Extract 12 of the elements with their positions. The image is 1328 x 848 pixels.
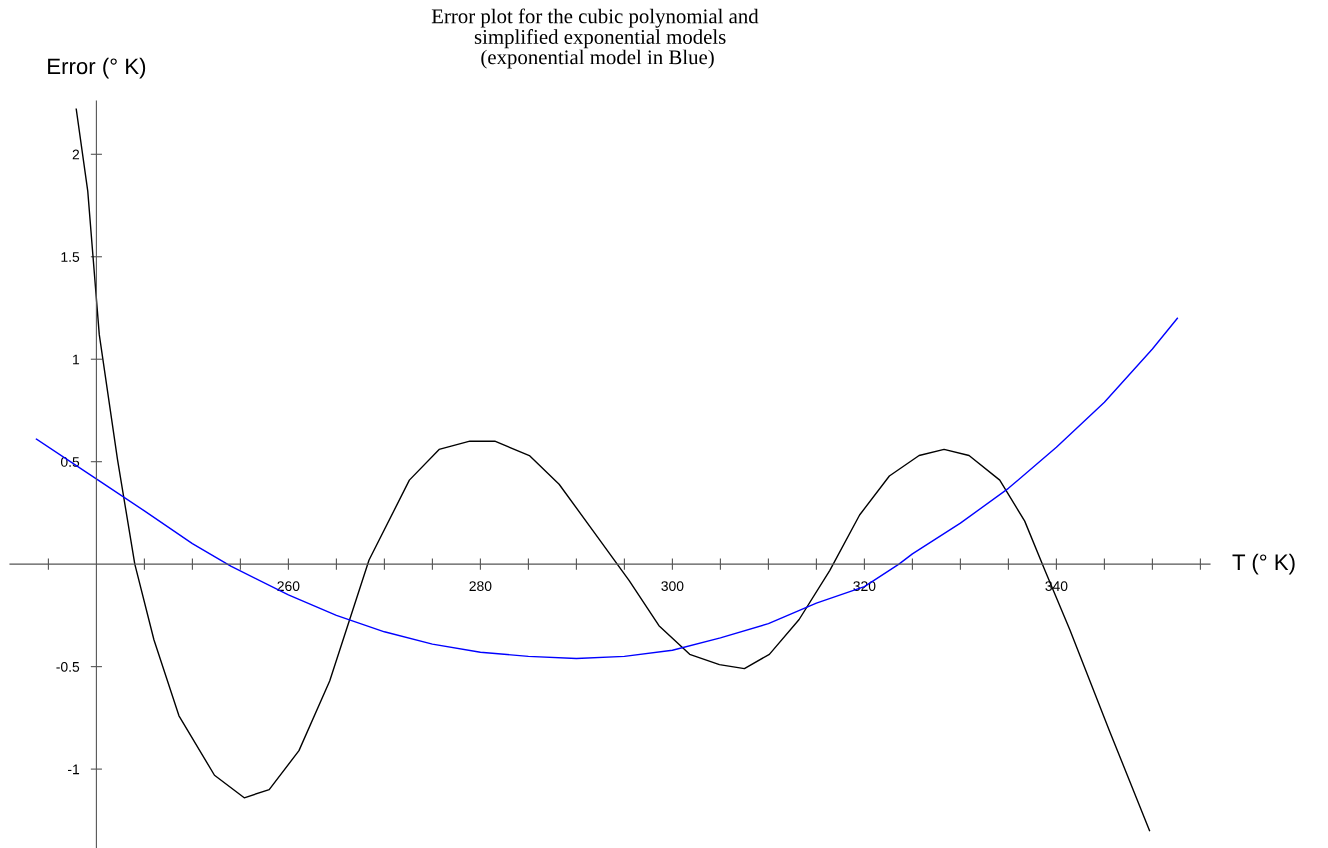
- x-axis-title: T (° K): [1232, 553, 1295, 575]
- y-tick-label: 1.5: [61, 252, 80, 262]
- line-series: [35, 317, 1179, 660]
- x-tick-label: 260: [277, 581, 300, 592]
- y-axis-title: Error (° K): [48, 57, 146, 79]
- y-tick-label: 2: [72, 149, 80, 160]
- x-tick-label: 300: [661, 581, 684, 592]
- y-tick-label: -1: [68, 764, 80, 775]
- x-tick-label: 280: [469, 581, 492, 592]
- y-tick-label: 1: [73, 354, 80, 365]
- chart-title: Error plot for the cubic polynomial and simplified exponential models (exponential model in Blue): [431, 8, 759, 69]
- y-tick-label: -0.5: [56, 661, 80, 672]
